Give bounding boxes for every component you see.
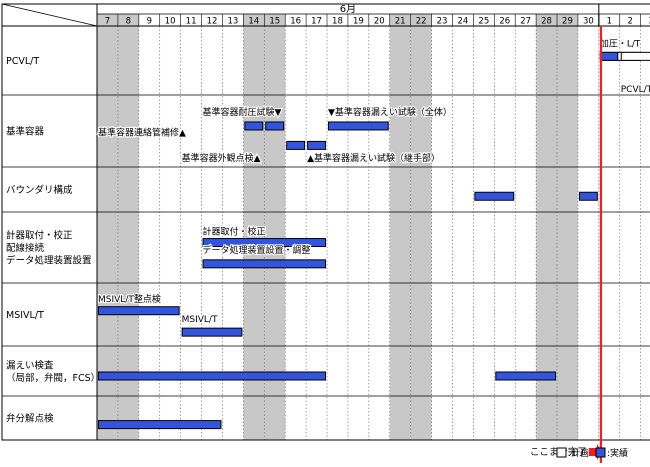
row-label: データ処理装置設置 — [6, 255, 92, 267]
row-label: 弁分解点検 — [6, 413, 54, 425]
day-tick-label: 21 — [395, 17, 406, 27]
day-tick-label: 3 — [648, 17, 650, 27]
actual-bar — [578, 191, 598, 201]
task-annotation: PCVL/T — [621, 85, 650, 95]
weekend-column — [536, 26, 558, 440]
actual-bar — [98, 306, 180, 316]
task-annotation: ▼基準容器漏えい試験（全体） — [328, 106, 452, 118]
day-tick-label: 13 — [228, 17, 239, 27]
row-label: 基準容器 — [6, 126, 45, 138]
plan-bar — [620, 51, 650, 61]
day-tick-label: 14 — [248, 17, 259, 27]
row-label: 配線接続 — [6, 242, 45, 254]
task-annotation: 計器取付・校正 — [203, 226, 266, 238]
day-tick-label: 15 — [269, 17, 280, 27]
day-tick-label: 17 — [311, 17, 322, 27]
weekend-column — [410, 26, 432, 440]
weekend-column — [97, 26, 118, 440]
day-tick-label: 7 — [105, 17, 110, 27]
chart-frame — [1, 3, 650, 441]
day-tick-label: 8 — [126, 17, 131, 27]
day-tick-label: 1 — [607, 17, 612, 27]
legend-swatch — [595, 447, 606, 458]
day-tick-label: 28 — [541, 17, 552, 27]
actual-bar — [202, 238, 327, 248]
day-tick-label: 11 — [186, 17, 197, 27]
task-annotation: MSIVL/T整点検 — [98, 293, 161, 305]
row-label: PCVL/T — [6, 56, 39, 67]
actual-bar — [265, 121, 285, 131]
day-tick-label: 18 — [332, 17, 343, 27]
day-tick-label: 27 — [520, 17, 531, 27]
task-annotation: データ処理装置設置・調整 — [203, 244, 311, 256]
actual-bar — [286, 140, 306, 150]
day-tick-label: 20 — [374, 17, 385, 27]
day-tick-label: 16 — [290, 17, 301, 27]
task-annotation: 基準容器耐圧試験▼ — [203, 106, 282, 118]
legend-label: :実績 — [607, 447, 628, 459]
month-label: 6月 — [340, 3, 356, 15]
weekend-column — [117, 26, 139, 440]
day-tick-label: 22 — [416, 17, 427, 27]
weekend-header-cell — [243, 14, 265, 26]
day-tick-label: 26 — [499, 17, 510, 27]
weekend-header-cell — [410, 14, 432, 26]
weekend-header-cell — [536, 14, 558, 26]
task-annotation: 基準容器外観点検▲ — [182, 152, 261, 164]
day-tick-label: 24 — [458, 17, 469, 27]
actual-bar — [474, 191, 515, 201]
weekend-column — [557, 26, 578, 440]
actual-bar — [181, 327, 243, 337]
row-label: 計器取付・校正 — [6, 230, 73, 242]
header-diagonal — [1, 3, 98, 27]
day-tick-label: 2 — [627, 17, 632, 27]
row-label: 漏えい検査 — [6, 359, 54, 371]
day-tick-label: 9 — [147, 17, 152, 27]
day-tick-label: 19 — [353, 17, 364, 27]
legend-swatch — [556, 447, 567, 458]
actual-bar — [307, 140, 327, 150]
weekend-header-cell — [97, 14, 118, 26]
row-label: バウンダリ構成 — [6, 184, 73, 196]
task-annotation: 加圧・L/T — [600, 39, 641, 50]
day-tick-label: 23 — [437, 17, 448, 27]
weekend-header-cell — [557, 14, 578, 26]
row-label: MSIVL/T — [6, 310, 44, 321]
task-annotation: MSIVL/T — [182, 315, 218, 325]
legend-label: :計画 — [568, 447, 589, 459]
actual-bar — [244, 121, 264, 131]
actual-bar — [495, 371, 557, 381]
weekend-header-cell — [117, 14, 139, 26]
weekend-header-cell — [389, 14, 411, 26]
day-tick-label: 12 — [207, 17, 218, 27]
task-annotation: 基準容器連絡管補修▲ — [98, 126, 186, 138]
actual-bar — [599, 51, 619, 61]
actual-bar — [98, 371, 327, 381]
actual-bar — [328, 121, 389, 131]
weekend-header-cell — [264, 14, 286, 26]
day-tick-label: 29 — [562, 17, 573, 27]
day-tick-label: 30 — [583, 17, 594, 27]
row-label: （局部，弁閥，FCS） — [6, 372, 100, 384]
actual-bar — [202, 259, 327, 269]
weekend-column — [389, 26, 411, 440]
day-tick-label: 10 — [165, 17, 176, 27]
actual-bar — [98, 420, 222, 430]
day-tick-label: 25 — [478, 17, 489, 27]
task-annotation: ▲基準容器漏えい試験（継手部） — [307, 152, 440, 164]
